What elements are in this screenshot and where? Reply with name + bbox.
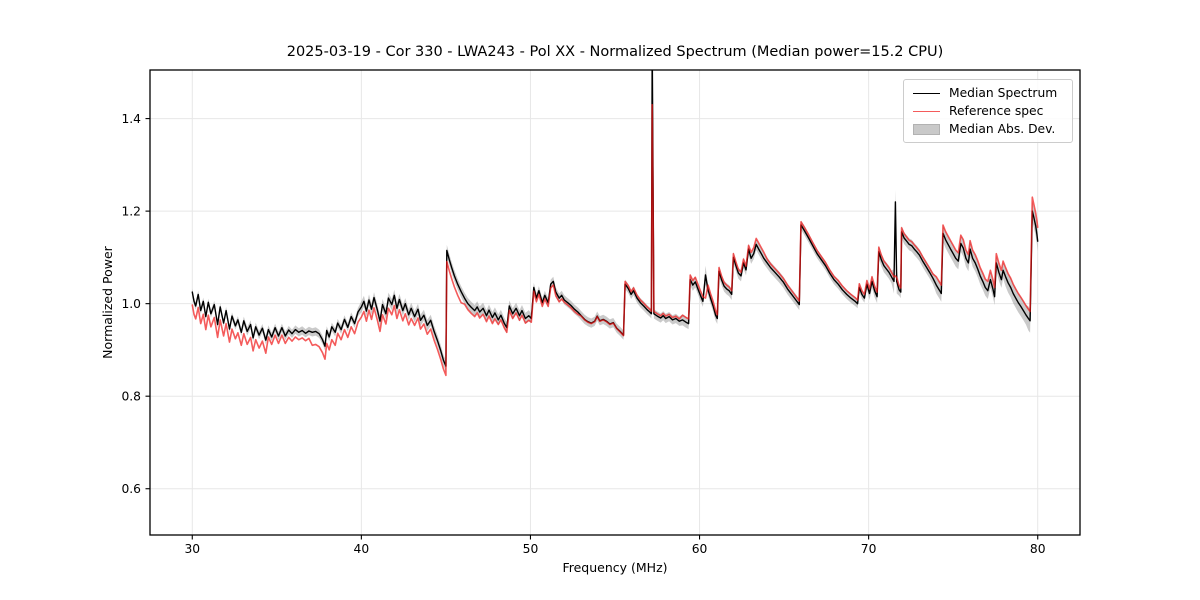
- plot-data-layer: [191, 70, 1039, 377]
- legend-entry-reference: Reference spec: [913, 102, 1064, 120]
- mad-patch-sample: [913, 123, 940, 135]
- x-tick-label: 80: [1030, 542, 1046, 556]
- x-axis-label: Frequency (MHz): [562, 560, 668, 575]
- legend-entry-mad: Median Abs. Dev.: [913, 120, 1064, 138]
- axes-spines: [149, 69, 1081, 536]
- reference-spec-line: [191, 103, 1039, 377]
- y-tick-label: 0.6: [121, 482, 141, 496]
- x-tick-label: 50: [523, 542, 539, 556]
- y-axis-label: Normalized Power: [99, 246, 115, 359]
- y-tick-label: 0.8: [121, 389, 141, 403]
- legend-label-median: Median Spectrum: [949, 86, 1058, 100]
- legend: Median Spectrum Reference spec Median Ab…: [903, 79, 1073, 143]
- median-spectrum-line: [191, 70, 1039, 367]
- legend-label-reference: Reference spec: [949, 104, 1044, 118]
- x-tick-label: 40: [354, 542, 370, 556]
- median-line-sample: [913, 92, 940, 94]
- x-tick-label: 60: [692, 542, 708, 556]
- y-axis-label-column: Normalized Power: [94, 70, 120, 535]
- reference-line-sample: [913, 110, 940, 112]
- y-tick-label: 1.0: [121, 297, 141, 311]
- x-tick-label: 70: [861, 542, 877, 556]
- legend-label-mad: Median Abs. Dev.: [949, 122, 1056, 136]
- legend-entry-median: Median Spectrum: [913, 84, 1064, 102]
- x-tick-label: 30: [184, 542, 200, 556]
- y-tick-label: 1.2: [121, 204, 141, 218]
- y-tick-label: 1.4: [121, 112, 141, 126]
- chart-title: 2025-03-19 - Cor 330 - LWA243 - Pol XX -…: [286, 44, 944, 60]
